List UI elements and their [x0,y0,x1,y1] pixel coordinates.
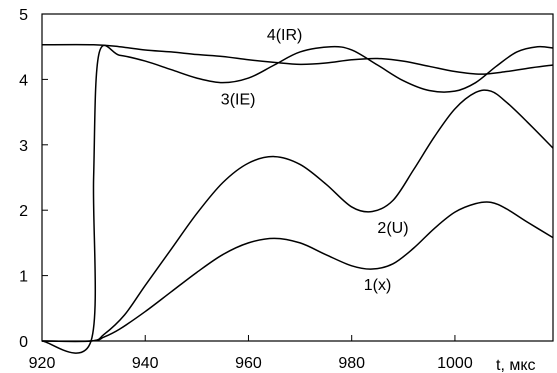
series-group [41,43,554,354]
plot-frame [41,13,554,342]
series-label: 1(x) [364,277,392,294]
x-axis: 920 940 960 980 1000 [29,335,473,372]
series-line [41,89,554,343]
series-line [41,44,554,354]
x-tick-label: 980 [338,355,365,372]
y-tick-label: 1 [19,269,28,286]
y-axis: 0 1 2 3 4 5 [19,7,48,351]
y-tick-label: 2 [19,203,28,220]
y-tick-label: 5 [19,7,28,24]
series-line [41,43,554,75]
series-label: 3(IE) [221,91,256,108]
x-tick-label: 1000 [437,355,473,372]
y-tick-label: 0 [19,334,28,351]
y-tick-label: 3 [19,138,28,155]
x-tick-label: 960 [235,355,262,372]
series-label: 4(IR) [267,27,303,44]
y-tick-label: 4 [19,72,28,89]
x-tick-label: 940 [132,355,159,372]
x-axis-label: t, мкс [496,357,536,373]
x-tick-label: 920 [29,355,56,372]
series-line [41,201,554,343]
series-label: 2(U) [377,220,408,237]
series-labels: 4(IR) 3(IE) 2(U) 1(x) [221,27,409,294]
